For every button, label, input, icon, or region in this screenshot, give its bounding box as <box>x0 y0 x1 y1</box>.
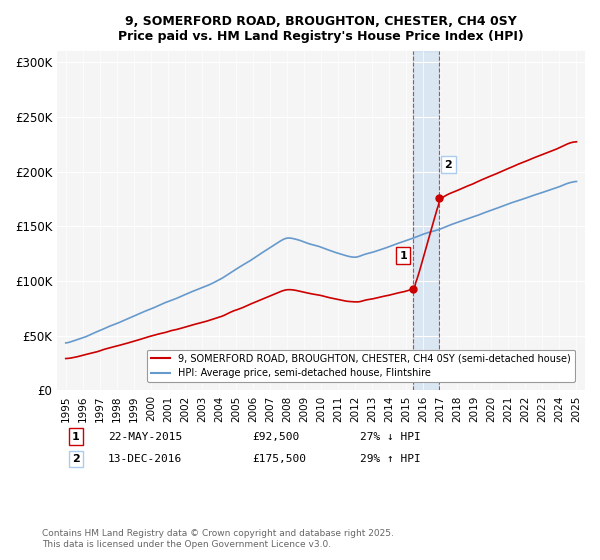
Text: 2: 2 <box>72 454 80 464</box>
Text: Contains HM Land Registry data © Crown copyright and database right 2025.
This d: Contains HM Land Registry data © Crown c… <box>42 529 394 549</box>
Text: 1: 1 <box>72 432 80 442</box>
Text: 2: 2 <box>445 160 452 170</box>
Title: 9, SOMERFORD ROAD, BROUGHTON, CHESTER, CH4 0SY
Price paid vs. HM Land Registry's: 9, SOMERFORD ROAD, BROUGHTON, CHESTER, C… <box>118 15 524 43</box>
Text: £175,500: £175,500 <box>252 454 306 464</box>
Text: 29% ↑ HPI: 29% ↑ HPI <box>360 454 421 464</box>
Text: 27% ↓ HPI: 27% ↓ HPI <box>360 432 421 442</box>
Text: £92,500: £92,500 <box>252 432 299 442</box>
Legend: 9, SOMERFORD ROAD, BROUGHTON, CHESTER, CH4 0SY (semi-detached house), HPI: Avera: 9, SOMERFORD ROAD, BROUGHTON, CHESTER, C… <box>147 349 575 382</box>
Text: 13-DEC-2016: 13-DEC-2016 <box>108 454 182 464</box>
Text: 22-MAY-2015: 22-MAY-2015 <box>108 432 182 442</box>
Text: 1: 1 <box>399 250 407 260</box>
Bar <box>413 51 439 390</box>
